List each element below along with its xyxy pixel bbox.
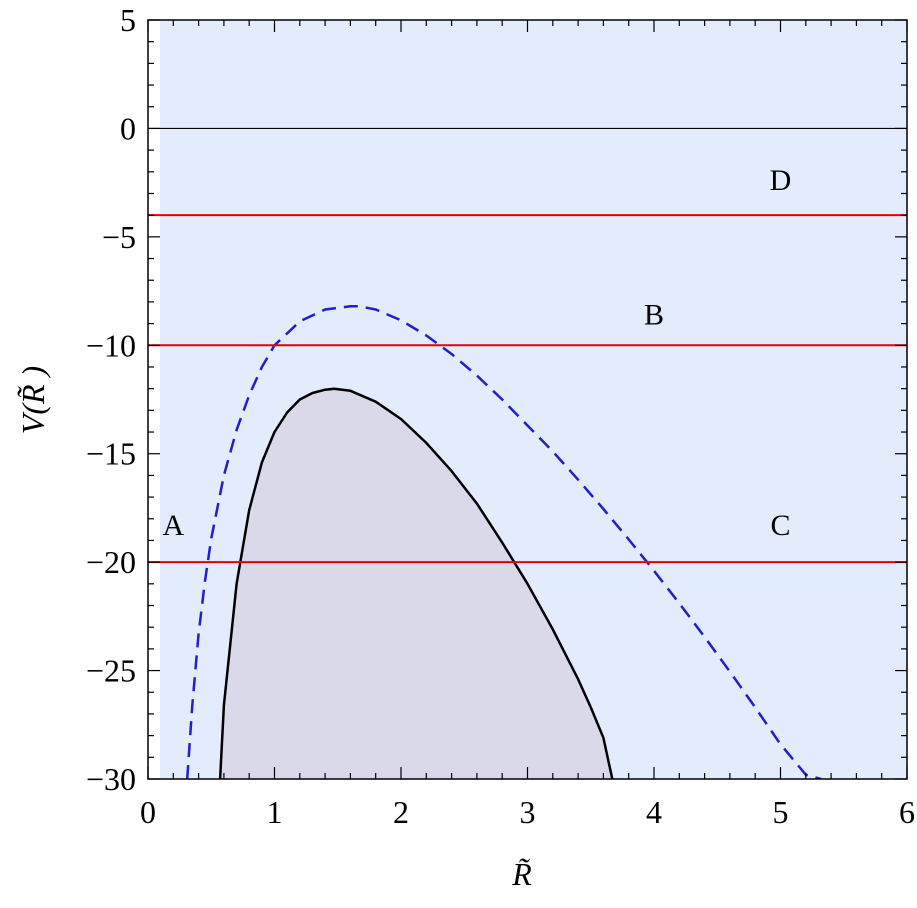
x-tick-label: 1 (267, 794, 283, 830)
x-tick-label: 6 (899, 794, 915, 830)
series-0-fill (220, 388, 613, 779)
x-tick-label: 5 (773, 794, 789, 830)
left-margin-strip (148, 20, 160, 779)
x-tick-label: 3 (520, 794, 536, 830)
region-label-a: A (162, 509, 184, 542)
y-tick-label: −25 (86, 653, 136, 689)
region-label-c: C (770, 509, 790, 542)
y-tick-label: 0 (120, 110, 136, 146)
region-label-d: D (770, 164, 792, 197)
x-tick-label: 0 (140, 794, 156, 830)
y-tick-label: −10 (86, 327, 136, 363)
y-tick-label: −15 (86, 436, 136, 472)
y-tick-label: 5 (120, 2, 136, 38)
x-tick-label: 4 (646, 794, 662, 830)
y-tick-label: −20 (86, 544, 136, 580)
y-axis-title: V(R̃ ) (15, 366, 51, 434)
region-label-b: B (644, 298, 664, 331)
y-tick-label: −30 (86, 761, 136, 797)
x-tick-label: 2 (393, 794, 409, 830)
series-0-line (218, 387, 614, 779)
x-axis-title: R̃ (511, 856, 532, 892)
y-tick-label: −5 (102, 219, 136, 255)
series-1-line (185, 305, 822, 779)
